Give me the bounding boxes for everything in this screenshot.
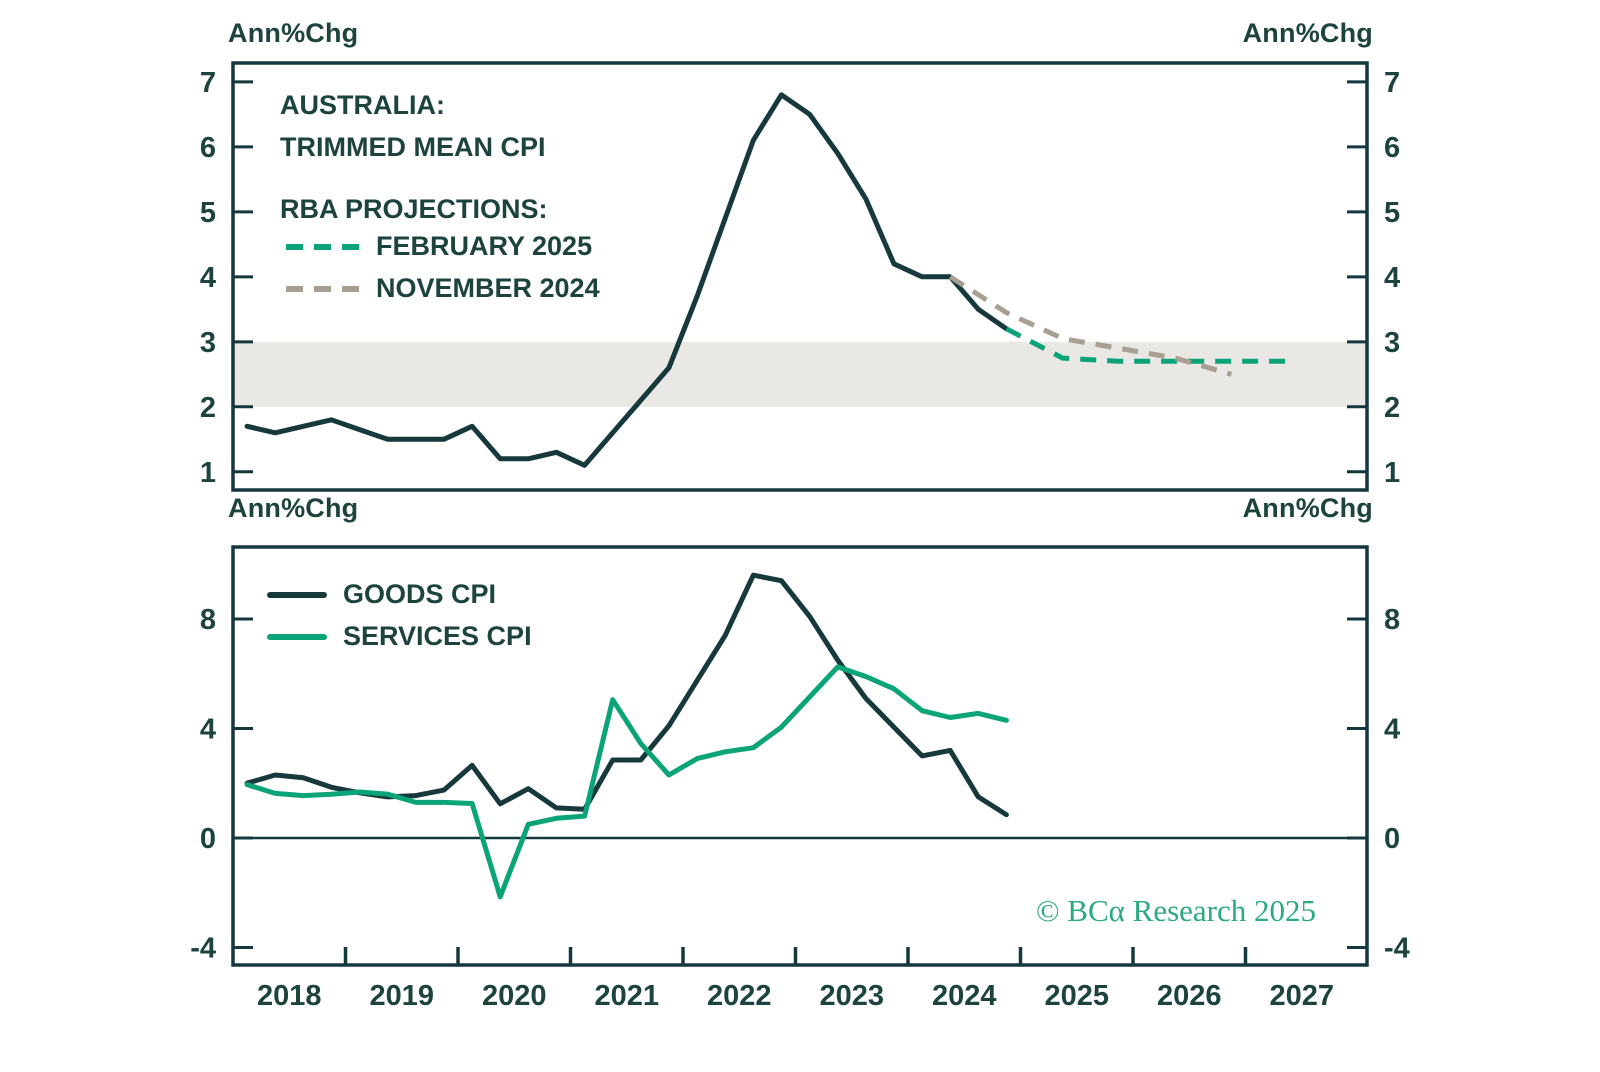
top-left-axis-unit-label: Ann%Chg — [228, 18, 359, 48]
goods-cpi-line — [244, 572, 1009, 818]
y-tick-label-right: 4 — [1384, 713, 1400, 745]
x-tick-label: 2027 — [1269, 980, 1334, 1012]
x-tick-label: 2019 — [369, 980, 434, 1012]
x-tick-label: 2025 — [1044, 980, 1109, 1012]
x-tick-label: 2026 — [1157, 980, 1222, 1012]
y-tick-label-left: 8 — [200, 604, 216, 636]
legend-label-services-cpi: SERVICES CPI — [343, 621, 532, 651]
legend-item-services-cpi: SERVICES CPI — [267, 621, 532, 652]
goods-services-panel-border — [231, 545, 1369, 967]
bottom-left-axis-unit-label: Ann%Chg — [228, 493, 359, 523]
y-tick-label-left: -4 — [190, 932, 216, 964]
y-tick-label-right: 0 — [1384, 823, 1400, 855]
top-right-axis-unit-label: Ann%Chg — [1242, 18, 1373, 48]
y-tick-label-left: 7 — [200, 67, 216, 99]
legend-label-november-2024: NOVEMBER 2024 — [376, 273, 600, 303]
x-tick-label: 2021 — [594, 980, 659, 1012]
legend-label-goods-cpi: GOODS CPI — [343, 579, 497, 609]
x-tick-label: 2022 — [707, 980, 772, 1012]
bca-research-watermark: © BCα Research 2025 — [1036, 893, 1316, 928]
x-tick-label: 2020 — [482, 980, 547, 1012]
y-tick-label-right: 5 — [1384, 197, 1400, 229]
february-2025-line — [1005, 326, 1288, 364]
legend-heading-rba-projections: RBA PROJECTIONS: — [280, 194, 548, 224]
y-tick-label-right: 1 — [1384, 457, 1400, 489]
y-tick-label-right: 4 — [1384, 262, 1400, 294]
legend-item-goods-cpi: GOODS CPI — [267, 579, 496, 610]
chart-title: AUSTRALIA: TRIMMED MEAN CPI — [280, 84, 546, 168]
y-tick-label-left: 4 — [200, 713, 216, 745]
y-tick-label-right: -4 — [1384, 932, 1410, 964]
y-tick-label-left: 3 — [200, 327, 216, 359]
x-tick-label: 2018 — [257, 980, 322, 1012]
y-tick-label-right: 8 — [1384, 604, 1400, 636]
trimmed-mean-cpi-line — [244, 92, 1009, 468]
trimmed-mean-panel-border — [231, 61, 1369, 492]
services-cpi-line-swatch — [267, 633, 327, 640]
legend-label-february-2025: FEBRUARY 2025 — [376, 231, 593, 261]
y-tick-label-left: 6 — [200, 132, 216, 164]
x-tick-label: 2023 — [819, 980, 884, 1012]
legend-item-november-2024: NOVEMBER 2024 — [286, 273, 600, 304]
february-2025-dash-swatch — [286, 243, 360, 250]
bottom-right-axis-unit-label: Ann%Chg — [1242, 493, 1373, 523]
x-tick-label: 2024 — [932, 980, 997, 1012]
chart-title-line2: TRIMMED MEAN CPI — [280, 132, 546, 162]
november-2024-dash-swatch — [286, 285, 360, 292]
rba-target-band — [233, 341, 1367, 407]
y-tick-label-left: 1 — [200, 457, 216, 489]
y-tick-label-left: 5 — [200, 197, 216, 229]
legend-item-february-2025: FEBRUARY 2025 — [286, 231, 592, 262]
november-2024-line — [948, 274, 1233, 377]
chart-title-line1: AUSTRALIA: — [280, 90, 445, 120]
y-tick-label-left: 4 — [200, 262, 216, 294]
y-tick-label-left: 2 — [200, 392, 216, 424]
goods-cpi-line-swatch — [267, 591, 327, 598]
y-tick-label-right: 3 — [1384, 327, 1400, 359]
y-tick-label-left: 0 — [200, 823, 216, 855]
y-tick-label-right: 6 — [1384, 132, 1400, 164]
services-cpi-line — [244, 664, 1009, 900]
y-tick-label-right: 2 — [1384, 392, 1400, 424]
y-tick-label-right: 7 — [1384, 67, 1400, 99]
